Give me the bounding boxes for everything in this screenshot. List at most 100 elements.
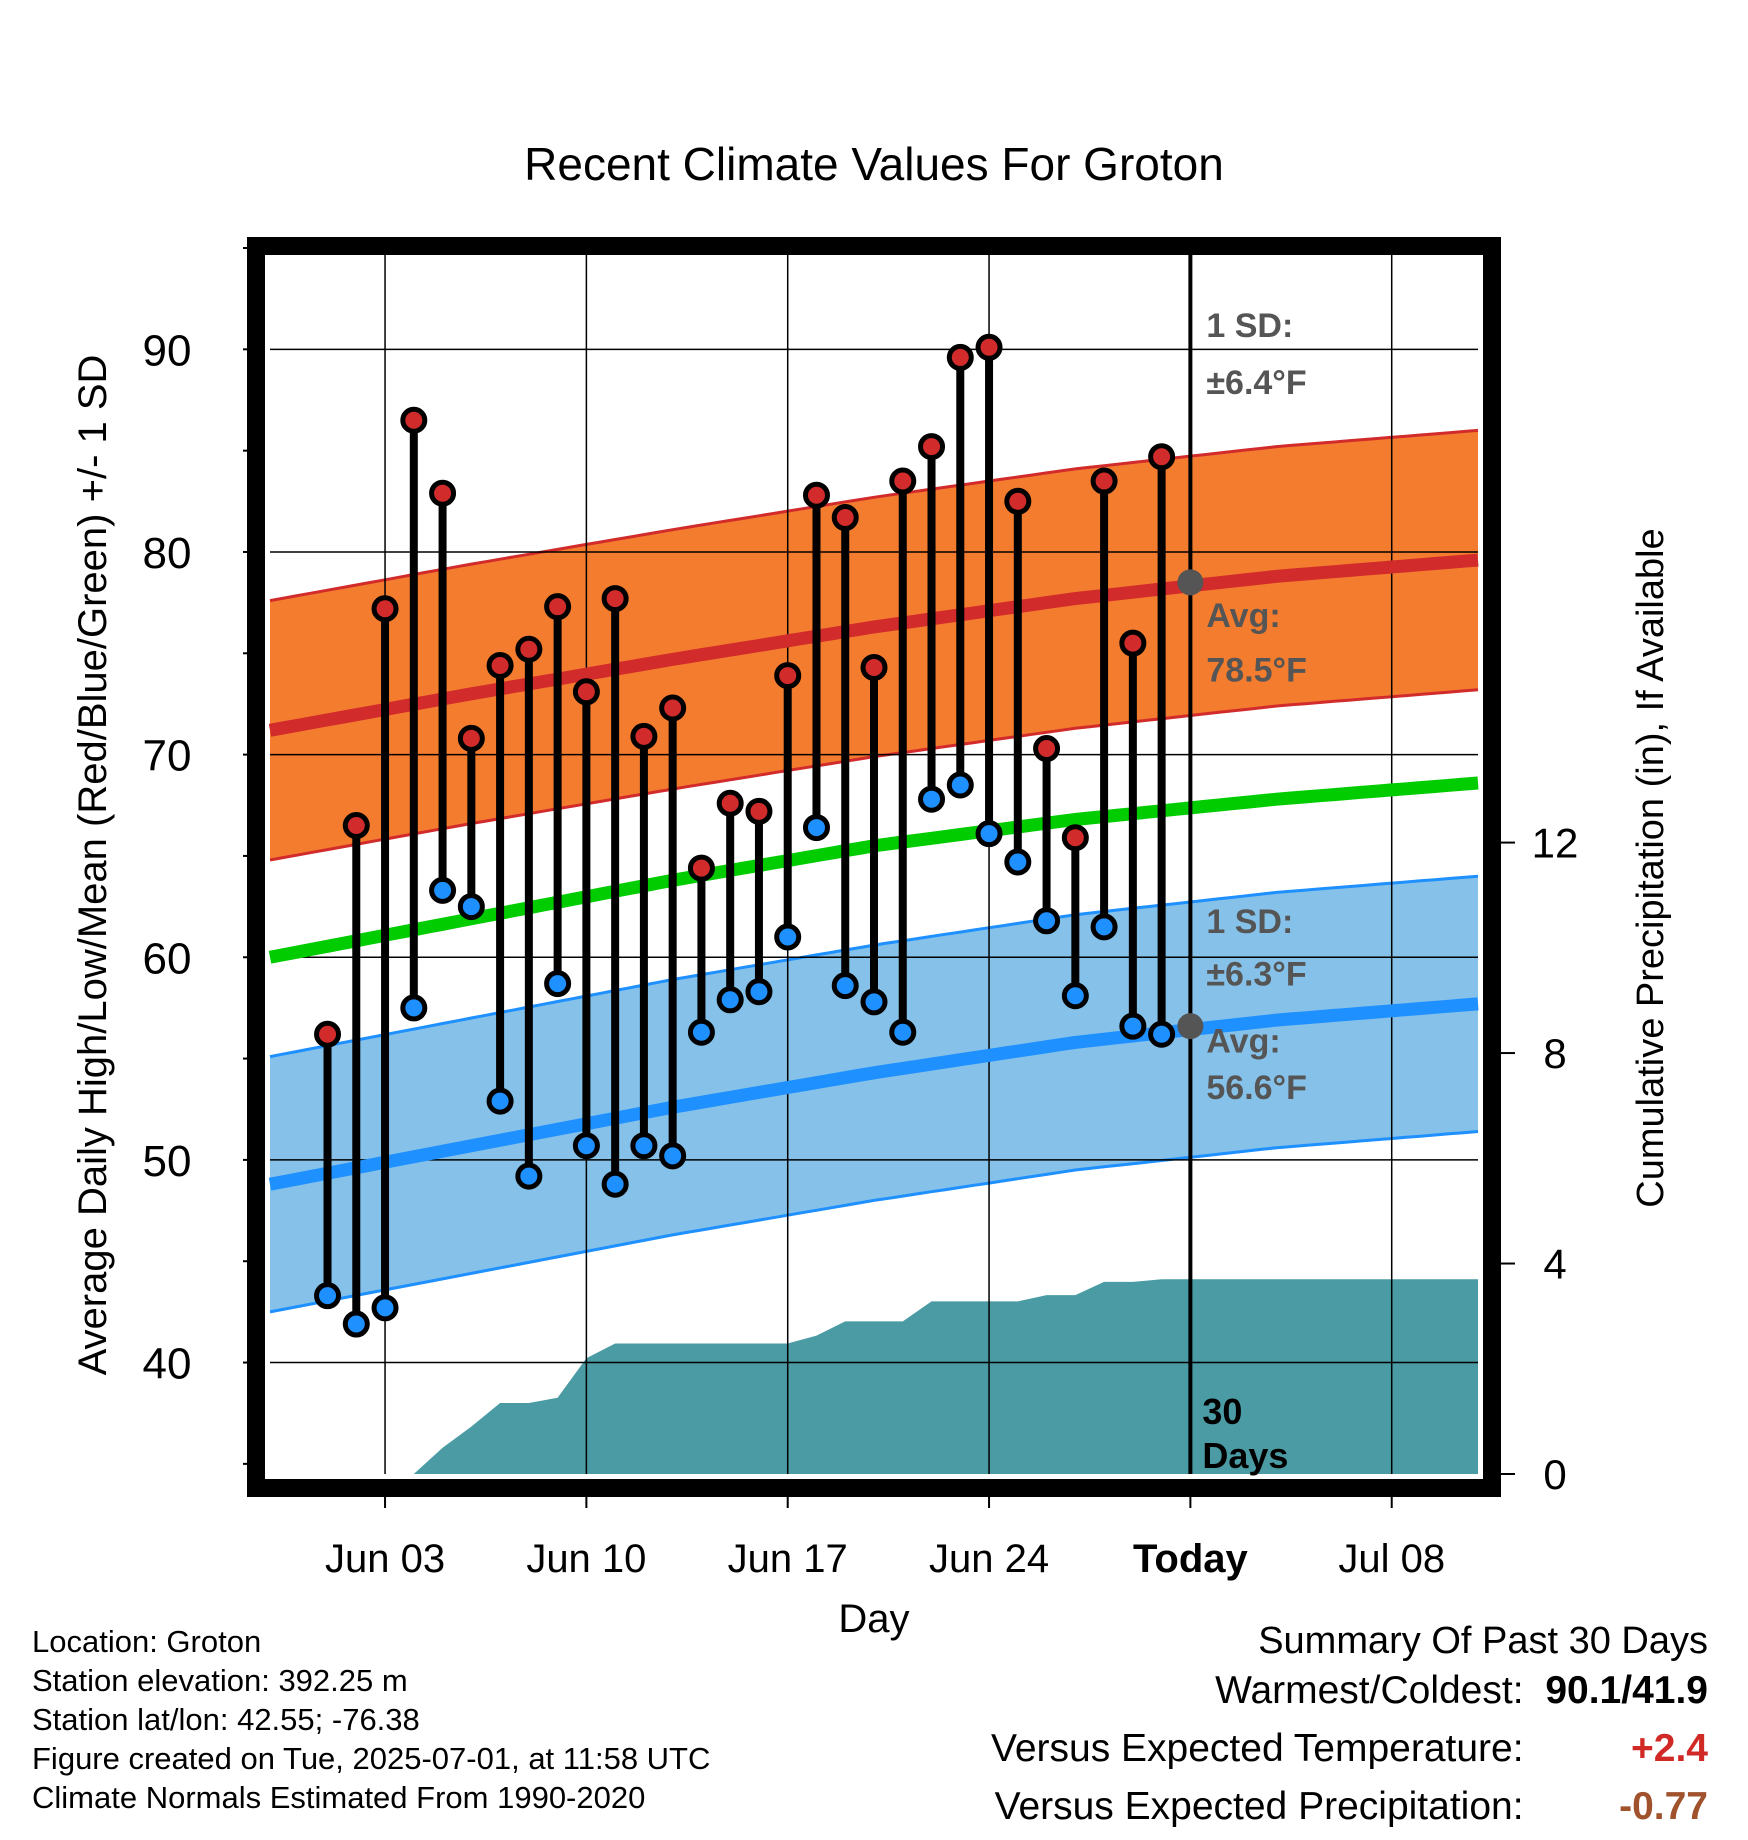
daily-high-point (371, 595, 399, 623)
x-tick-label: Jun 17 (728, 1537, 848, 1581)
annotation-layer: 1 SD: ±6.4°F Avg: 78.5°F 1 SD: ±6.3°F Avg: 56.6… (1177, 307, 1307, 1476)
daily-high-point (831, 504, 859, 532)
daily-low-point (630, 1132, 658, 1160)
location-text: Location: Groton (32, 1624, 262, 1659)
temp-departure-label: Versus Expected Temperature: (990, 1727, 1524, 1770)
daily-low-point (515, 1162, 543, 1190)
daily-high-point (802, 481, 830, 509)
y2-axis-title: Cumulative Precipitation (in), If Availa… (1630, 528, 1672, 1207)
daily-high-point (1148, 443, 1176, 471)
low-sd-band (270, 876, 1478, 1312)
daily-low-point (544, 970, 572, 998)
daily-high-point (1033, 735, 1061, 763)
station-info: Location: Groton Station elevation: 392.… (32, 1622, 710, 1817)
daily-high-point (1090, 467, 1118, 495)
daily-low-point (572, 1132, 600, 1160)
y-tick-label: 40 (143, 1340, 192, 1389)
avg-high-line (268, 553, 1479, 737)
daily-low-point (1090, 913, 1118, 941)
axes-layer: 40 50 60 70 80 90 0 4 8 12 Jun 03 Jun 10 Jun 17 Jun 2… (71, 138, 1672, 1641)
daily-high-point (716, 789, 744, 817)
elevation-text: Station elevation: 392.25 m (32, 1663, 408, 1698)
daily-low-point (1033, 907, 1061, 935)
frame-layer (247, 237, 1501, 1497)
daily-low-point (429, 876, 457, 904)
avg-low-marker (1177, 1013, 1204, 1040)
x-axis-title: Day (838, 1597, 909, 1641)
daily-low-point (918, 785, 946, 813)
y2-tick-label: 12 (1532, 820, 1579, 867)
summary-panel: Summary Of Past 30 Days Warmest/Coldest:… (991, 1616, 1708, 1840)
y2-tick-label: 4 (1543, 1241, 1566, 1288)
daily-low-point (975, 820, 1003, 848)
daily-low-point (687, 1018, 715, 1046)
x-tick-label: Jul 08 (1338, 1537, 1445, 1581)
daily-high-point (457, 724, 485, 752)
avg-low-line (268, 997, 1479, 1191)
low-sd-value: ±6.3°F (1206, 956, 1306, 994)
daily-low-point (400, 994, 428, 1022)
y-tick-label: 80 (143, 529, 192, 578)
daily-high-point (630, 722, 658, 750)
daily-high-point (429, 479, 457, 507)
precip-departure-value: -0.77 (1619, 1785, 1708, 1828)
daily-low-point (659, 1142, 687, 1170)
daily-low-point (601, 1170, 629, 1198)
daily-high-point (572, 678, 600, 706)
x-tick-label: Jun 24 (929, 1537, 1049, 1581)
daily-low-point (889, 1018, 917, 1046)
daily-low-point (457, 893, 485, 921)
daily-high-point (400, 406, 428, 434)
daily-low-point (716, 986, 744, 1014)
y-tick-label: 60 (143, 934, 192, 983)
daily-high-point (659, 694, 687, 722)
daily-low-point (946, 771, 974, 799)
daily-low-point (860, 988, 888, 1016)
daily-low-point (831, 972, 859, 1000)
daily-low-point (1148, 1020, 1176, 1048)
avg-high-marker (1177, 569, 1204, 596)
daily-low-point (1119, 1012, 1147, 1040)
high-avg-label: Avg: (1206, 597, 1280, 635)
daily-high-point (342, 812, 370, 840)
high-sd-value: ±6.4°F (1206, 364, 1306, 402)
low-avg-label: Avg: (1206, 1022, 1280, 1060)
cumulative-precip-area (327, 1279, 1478, 1474)
daily-high-point (1119, 629, 1147, 657)
y-tick-label: 90 (143, 326, 192, 375)
y2-tick-label: 0 (1543, 1451, 1566, 1498)
daily-high-point (774, 662, 802, 690)
days-count-label: 30 (1202, 1391, 1242, 1432)
daily-range-layer (314, 333, 1176, 1338)
high-band-upper-edge (269, 428, 1479, 603)
daily-low-point (371, 1294, 399, 1322)
low-avg-value: 56.6°F (1206, 1069, 1307, 1107)
plot-frame (247, 237, 1501, 1497)
daily-high-point (544, 593, 572, 621)
daily-high-point (687, 854, 715, 882)
daily-high-point (745, 797, 773, 825)
y-tick-label: 70 (143, 732, 192, 781)
low-band-lower-edge (269, 1130, 1479, 1314)
daily-low-point (802, 814, 830, 842)
created-text: Figure created on Tue, 2025-07-01, at 11… (32, 1741, 711, 1776)
daily-high-point (975, 333, 1003, 361)
daily-high-point (486, 651, 514, 679)
high-sd-band (270, 430, 1478, 860)
high-avg-value: 78.5°F (1206, 652, 1307, 690)
high-sd-label: 1 SD: (1206, 307, 1293, 345)
daily-low-point (486, 1087, 514, 1115)
precip-departure-label: Versus Expected Precipitation: (994, 1785, 1524, 1828)
y-tick-label: 50 (143, 1137, 192, 1186)
temp-departure-value: +2.4 (1631, 1727, 1708, 1770)
daily-high-point (946, 343, 974, 371)
y-axis-title: Average Daily High/Low/Mean (Red/Blue/Gr… (71, 355, 115, 1376)
daily-low-point (1061, 982, 1089, 1010)
precip-layer (327, 1279, 1478, 1474)
daily-high-point (1061, 824, 1089, 852)
x-tick-label: Jun 10 (526, 1537, 646, 1581)
x-tick-label: Jun 03 (325, 1537, 445, 1581)
daily-high-point (860, 653, 888, 681)
daily-high-point (314, 1020, 342, 1048)
